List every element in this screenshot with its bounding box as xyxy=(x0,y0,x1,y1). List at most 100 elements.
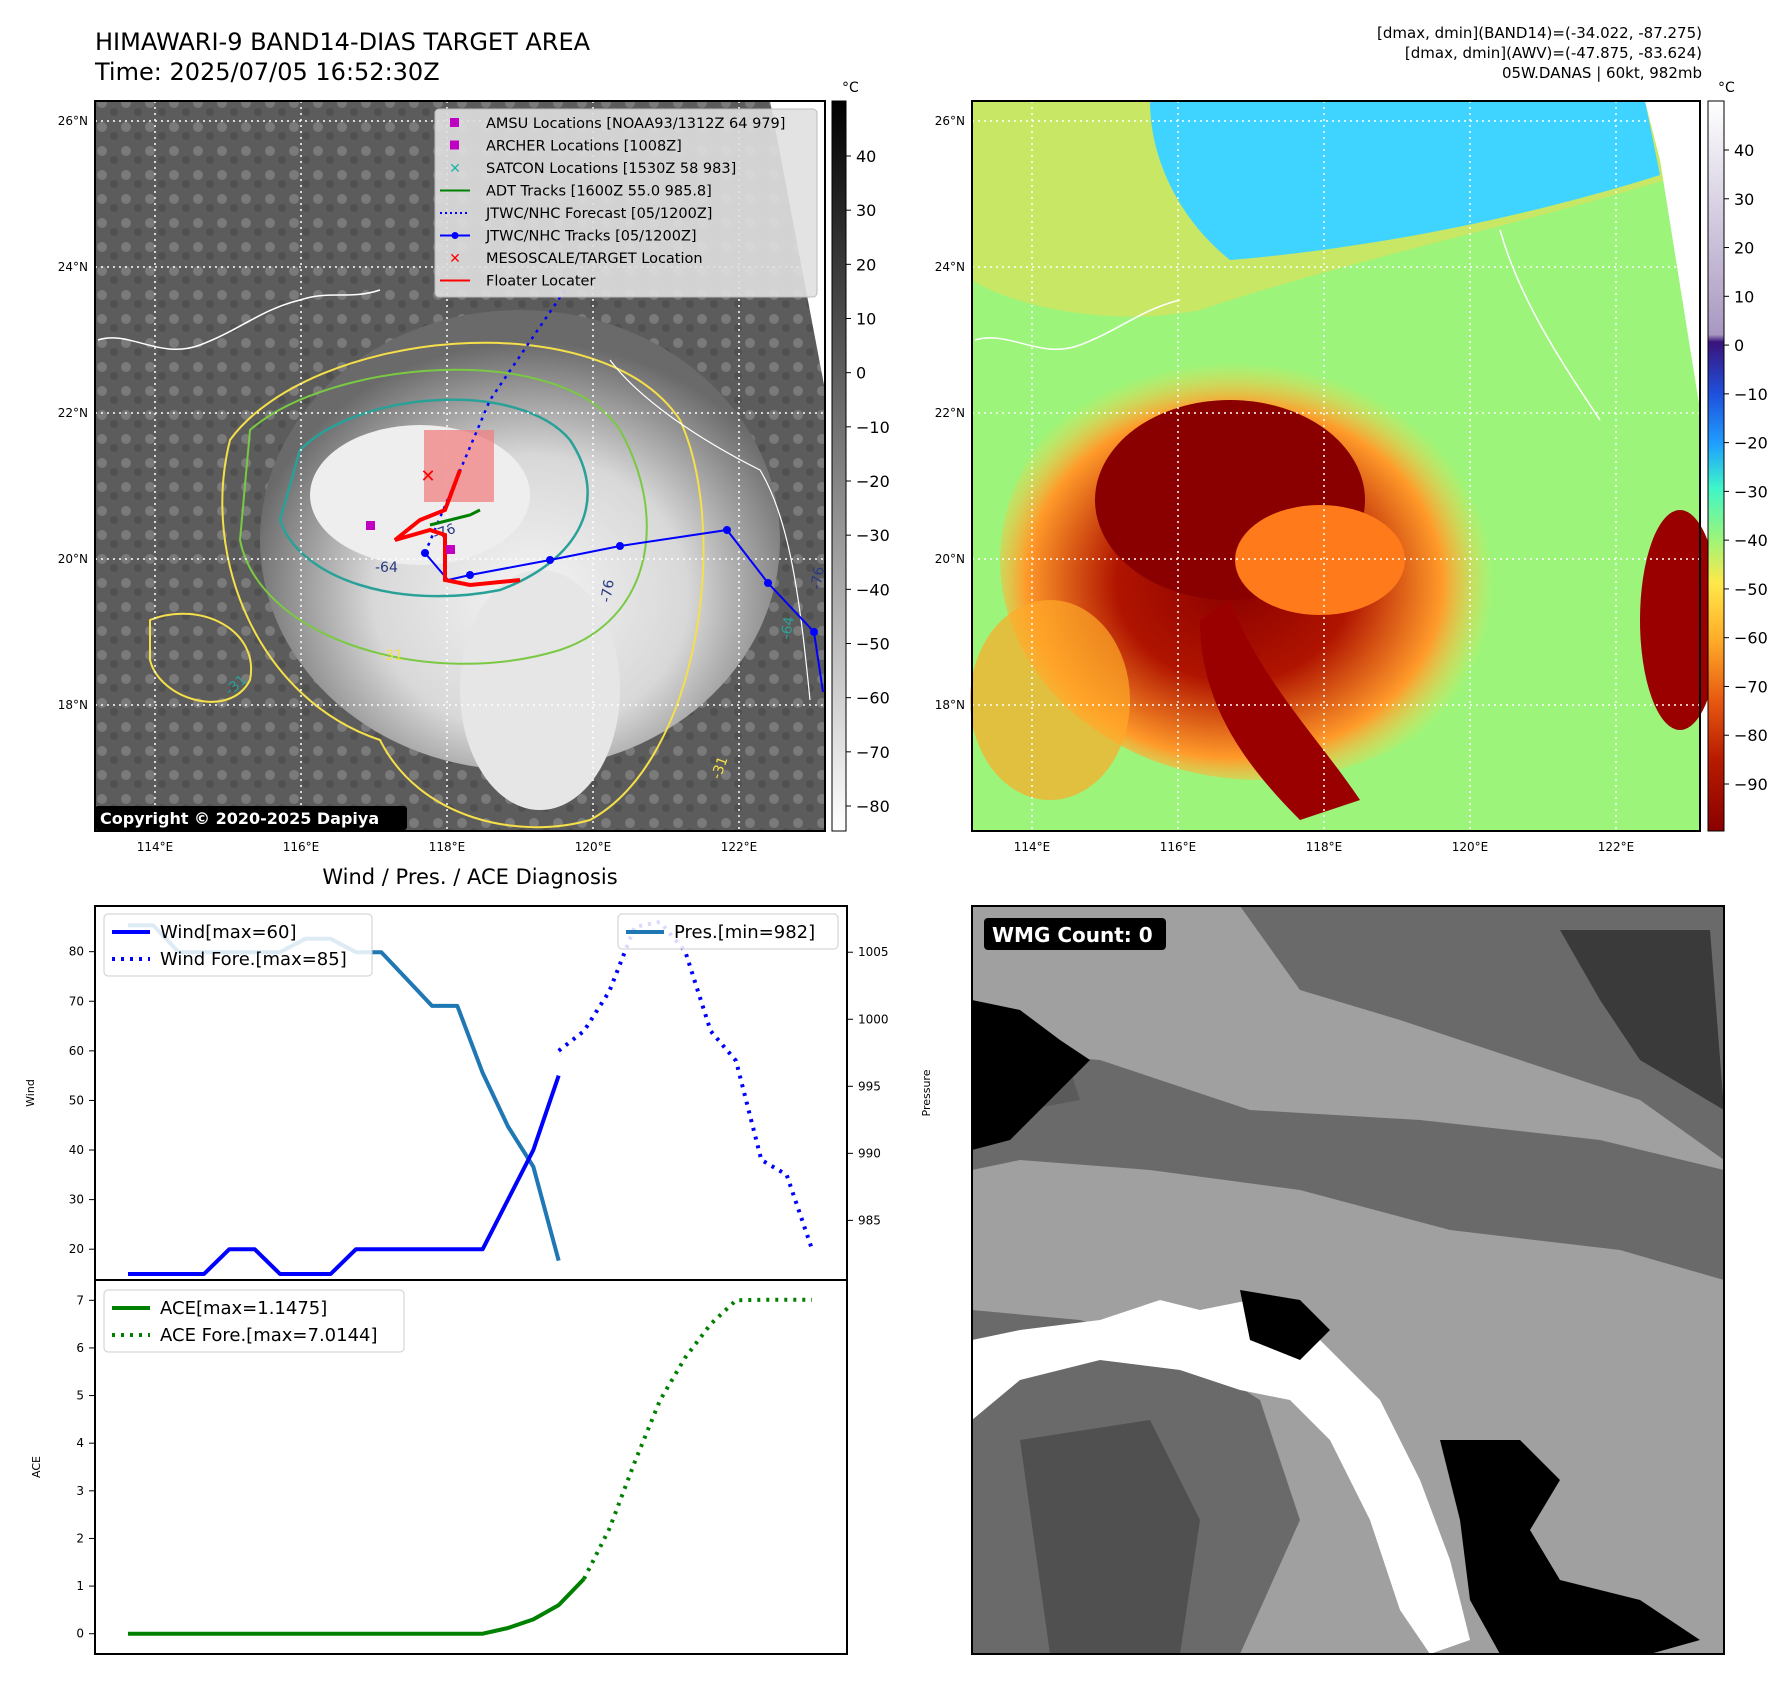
legend-box xyxy=(103,913,373,977)
colorbar-tick-label: −40 xyxy=(856,580,890,599)
target-x-marker: ✕ xyxy=(420,466,435,487)
svg-text:18°N: 18°N xyxy=(935,698,965,712)
y-tick-label: 995 xyxy=(858,1079,881,1093)
colorbar-tick-label: −60 xyxy=(856,689,890,708)
colorbar-tick-label: −60 xyxy=(1734,629,1768,648)
legend-marker-x: ✕ xyxy=(449,251,461,267)
wmg-lower-dark xyxy=(1020,1420,1200,1654)
pressure-y-ticks: 985 990 995 1000 1005 xyxy=(847,945,889,1227)
legend-entry: ARCHER Locations [1008Z] xyxy=(450,139,682,155)
colorbar-tick-label: 30 xyxy=(1734,190,1754,209)
ace-forecast-line xyxy=(582,1297,812,1580)
coastline xyxy=(1499,229,1601,421)
y-tick-label: 1 xyxy=(76,1579,84,1593)
wmg-darker-region xyxy=(1560,930,1724,1110)
svg-text:114°E: 114°E xyxy=(1014,840,1051,854)
copyright-box xyxy=(95,806,407,830)
legend-entry: JTWC/NHC Tracks [05/1200Z] xyxy=(440,229,697,245)
colorbar-tick-label: 30 xyxy=(856,201,876,220)
ir-lat-labels: 26°N 24°N 22°N 20°N 18°N xyxy=(58,114,88,712)
svg-text:22°N: 22°N xyxy=(935,406,965,420)
legend-marker-x: ✕ xyxy=(449,161,461,177)
svg-text:20°N: 20°N xyxy=(935,552,965,566)
info-band14: [dmax, dmin](BAND14)=(-34.022, -87.275) xyxy=(1377,24,1702,42)
y-tick-label: 5 xyxy=(76,1389,84,1403)
wv-map-panel: 26°N 24°N 22°N 20°N 18°N 114°E 116°E 118… xyxy=(935,80,1768,854)
legend-label: JTWC/NHC Tracks [05/1200Z] xyxy=(485,229,697,245)
svg-text:18°N: 18°N xyxy=(58,698,88,712)
ir-colorbar-ticks: 40 30 20 10 0 −10 −20 −30 −40 −50 −60 −70 −80 xyxy=(846,147,890,816)
wmg-panel: WMG Count: 0 xyxy=(971,905,1725,1655)
copyright-text: Copyright © 2020-2025 Dapiya xyxy=(100,809,379,828)
wv-colorbar-ticks: 40 30 20 10 0 −10 −20 −30 −40 −50 −60 −70 −80 −90 xyxy=(1724,141,1768,794)
legend-label: ADT Tracks [1600Z 55.0 985.8] xyxy=(486,184,712,200)
info-storm: 05W.DANAS | 60kt, 982mb xyxy=(1502,64,1702,82)
ir-colorbar-unit: °C xyxy=(842,80,859,96)
wmg-black-cluster xyxy=(1440,1440,1700,1654)
ir-lon-labels: 114°E 116°E 118°E 120°E 122°E xyxy=(137,840,758,854)
colorbar-tick-label: −70 xyxy=(1734,677,1768,696)
wv-nodata-edge xyxy=(1645,101,1700,410)
figure-time: Time: 2025/07/05 16:52:30Z xyxy=(94,58,440,86)
wind-pressure-chart: 20 30 40 50 60 70 80 985 990 995 1000 1005 Wind Pr… xyxy=(24,905,933,1281)
ir-legend: AMSU Locations [NOAA93/1312Z 64 979] ARCH… xyxy=(434,108,818,298)
ace-series xyxy=(128,1297,812,1636)
wmg-black-small xyxy=(1240,1290,1330,1360)
amsu-marker xyxy=(366,521,375,530)
colorbar-tick-label: −80 xyxy=(1734,726,1768,745)
wv-eye-region xyxy=(1235,505,1405,615)
colorbar-tick-label: 40 xyxy=(1734,141,1754,160)
legend-label: AMSU Locations [NOAA93/1312Z 64 979] xyxy=(486,116,785,132)
svg-text:20°N: 20°N xyxy=(58,552,88,566)
y-tick-label: 985 xyxy=(858,1213,881,1227)
ir-map-frame xyxy=(94,100,826,832)
legend-label: ACE Fore.[max=7.0144] xyxy=(160,1325,378,1346)
colorbar-tick-label: −10 xyxy=(856,418,890,437)
svg-text:120°E: 120°E xyxy=(575,840,612,854)
wv-colorbar-unit: °C xyxy=(1718,80,1735,96)
legend-label: Wind Fore.[max=85] xyxy=(160,949,347,970)
colorbar-tick-label: 40 xyxy=(856,147,876,166)
legend-marker-dot xyxy=(451,232,459,239)
legend-entry: JTWC/NHC Forecast [05/1200Z] xyxy=(440,206,712,222)
svg-text:120°E: 120°E xyxy=(1452,840,1489,854)
diagnosis-title: Wind / Pres. / ACE Diagnosis xyxy=(322,865,617,889)
coastline xyxy=(97,289,381,350)
colorbar-tick-label: −30 xyxy=(1734,482,1768,501)
colorbar-tick-label: −20 xyxy=(856,472,890,491)
legend-entry: ADT Tracks [1600Z 55.0 985.8] xyxy=(440,184,712,200)
pressure-axis-label: Pressure xyxy=(920,1069,933,1116)
adt-track xyxy=(429,508,481,527)
contour-warm xyxy=(221,341,705,829)
colorbar-tick-label: −80 xyxy=(856,797,890,816)
y-tick-label: 3 xyxy=(76,1484,84,1498)
ace-legend: ACE[max=1.1475] ACE Fore.[max=7.0144] xyxy=(103,1289,405,1353)
coastline xyxy=(974,299,1181,350)
legend-label: SATCON Locations [1530Z 58 983] xyxy=(486,161,736,177)
legend-label: Wind[max=60] xyxy=(160,922,297,943)
svg-text:26°N: 26°N xyxy=(935,114,965,128)
svg-text:122°E: 122°E xyxy=(1598,840,1635,854)
legend-entry: ✕ SATCON Locations [1530Z 58 983] xyxy=(449,161,736,177)
y-tick-label: 40 xyxy=(69,1143,84,1157)
figure-title: HIMAWARI-9 BAND14-DIAS TARGET AREA xyxy=(95,28,591,56)
wv-lon-labels: 114°E 116°E 118°E 120°E 122°E xyxy=(1014,840,1635,854)
y-tick-label: 70 xyxy=(69,994,84,1008)
contour-label: -64 xyxy=(778,615,798,640)
contour-label: -31 xyxy=(709,754,732,781)
colorbar-tick-label: −70 xyxy=(856,743,890,762)
y-tick-label: 1000 xyxy=(858,1012,889,1026)
wmg-black-region xyxy=(972,1000,1090,1150)
legend-label: ACE[max=1.1475] xyxy=(160,1298,327,1319)
legend-label: JTWC/NHC Forecast [05/1200Z] xyxy=(485,206,712,222)
legend-entry: Floater Locater xyxy=(440,274,595,290)
wv-rainband xyxy=(1200,600,1360,820)
svg-text:114°E: 114°E xyxy=(137,840,174,854)
colorbar-tick-label: −20 xyxy=(1734,434,1768,453)
legend-entry: AMSU Locations [NOAA93/1312Z 64 979] xyxy=(450,116,785,132)
ace-y-ticks: 0 1 2 3 4 5 6 7 xyxy=(76,1293,95,1641)
archer-marker xyxy=(446,545,455,554)
ace-axis-label: ACE xyxy=(30,1456,43,1478)
wmg-white-edge xyxy=(972,1300,1470,1654)
